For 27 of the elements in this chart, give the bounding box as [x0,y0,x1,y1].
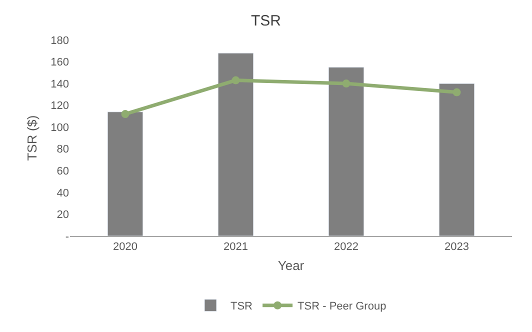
y-axis-title: TSR ($) [24,115,40,161]
y-tick-label: 160 [50,56,69,69]
x-tick-label: 2020 [113,241,138,254]
x-tick-label: 2021 [224,241,248,254]
y-tick-label: - [65,230,70,243]
y-tick-label: 180 [50,34,69,47]
y-tick-label: 40 [56,187,69,200]
x-tick-label: 2023 [444,241,469,254]
x-axis-title: Year [278,258,305,273]
bar [218,52,254,236]
point [452,88,461,96]
y-tick-label: 80 [56,144,69,156]
x-tick-label: 2022 [334,241,358,254]
y-tick-label: 120 [50,100,69,112]
y-tick-label: 100 [50,122,69,134]
y-tick-label: 20 [56,209,69,222]
point [342,80,350,88]
point [121,110,130,118]
bar [438,83,475,236]
y-tick-label: 60 [56,166,69,178]
point [232,76,240,84]
bar [328,66,364,236]
bar [107,112,144,236]
chart-title: TSR [251,12,282,30]
legend-label: TSR [230,300,253,313]
legend-label: TSR - Peer Group [298,300,386,313]
y-tick-label: 140 [50,78,69,90]
